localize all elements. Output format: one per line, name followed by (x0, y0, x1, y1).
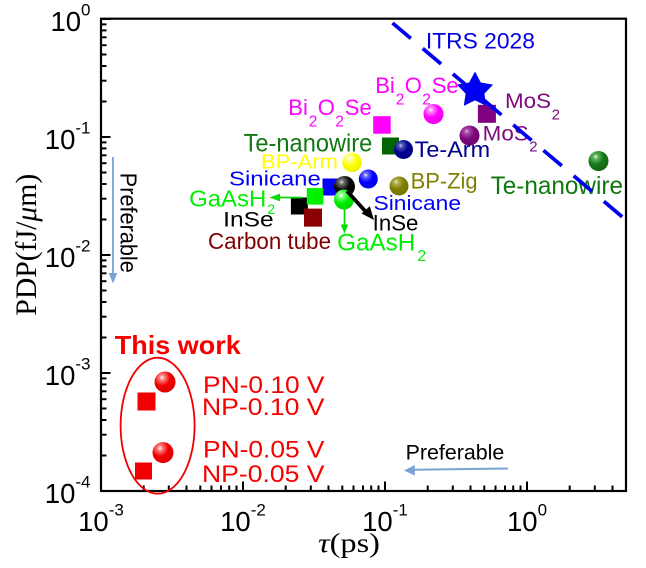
svg-text:O: O (318, 95, 335, 120)
svg-text:Bi: Bi (288, 95, 308, 120)
svg-text:Se: Se (345, 95, 372, 120)
svg-text:100: 100 (507, 501, 547, 538)
svg-text:InSe: InSe (373, 211, 419, 236)
svg-text:GaAsH: GaAsH (189, 185, 266, 211)
svg-text:Te-nanowire: Te-nanowire (244, 130, 373, 158)
svg-text:Te-nanowire: Te-nanowire (491, 172, 623, 200)
svg-text:2: 2 (396, 92, 405, 109)
svg-text:Te-Arm: Te-Arm (415, 137, 490, 162)
svg-text:10-3: 10-3 (78, 501, 124, 538)
svg-text:2: 2 (267, 201, 275, 217)
svg-text:Sinicane: Sinicane (374, 193, 462, 215)
svg-text:τ(ps): τ(ps) (318, 528, 380, 558)
svg-text:10-3: 10-3 (45, 355, 91, 392)
svg-text:BP-Arm: BP-Arm (261, 152, 338, 174)
svg-text:InSe: InSe (223, 209, 273, 232)
svg-text:PDP(fJ/μm): PDP(fJ/μm) (10, 174, 43, 316)
svg-text:2: 2 (529, 139, 537, 156)
svg-text:NP-0.10 V: NP-0.10 V (202, 394, 325, 421)
svg-text:2: 2 (552, 107, 560, 124)
svg-text:2: 2 (422, 92, 431, 109)
svg-text:O: O (405, 73, 422, 98)
svg-text:PN-0.10 V: PN-0.10 V (203, 372, 325, 399)
svg-text:10-4: 10-4 (45, 473, 91, 510)
svg-text:GaAsH: GaAsH (337, 230, 415, 257)
svg-text:Sinicane: Sinicane (229, 168, 321, 190)
svg-text:BP-Zig: BP-Zig (411, 168, 478, 193)
svg-text:Preferable: Preferable (406, 441, 505, 465)
svg-text:2: 2 (417, 248, 426, 265)
svg-text:ITRS 2028: ITRS 2028 (426, 29, 535, 54)
svg-text:Bi: Bi (375, 73, 395, 98)
svg-text:Carbon tube: Carbon tube (208, 228, 331, 254)
svg-text:This work: This work (115, 330, 242, 360)
svg-text:PN-0.05 V: PN-0.05 V (203, 436, 325, 463)
svg-text:Preferable: Preferable (116, 173, 142, 273)
svg-text:2: 2 (335, 114, 344, 131)
svg-text:2: 2 (309, 114, 318, 131)
svg-text:MoS: MoS (505, 90, 551, 113)
svg-text:NP-0.05 V: NP-0.05 V (202, 461, 325, 488)
svg-text:10-2: 10-2 (220, 501, 266, 538)
